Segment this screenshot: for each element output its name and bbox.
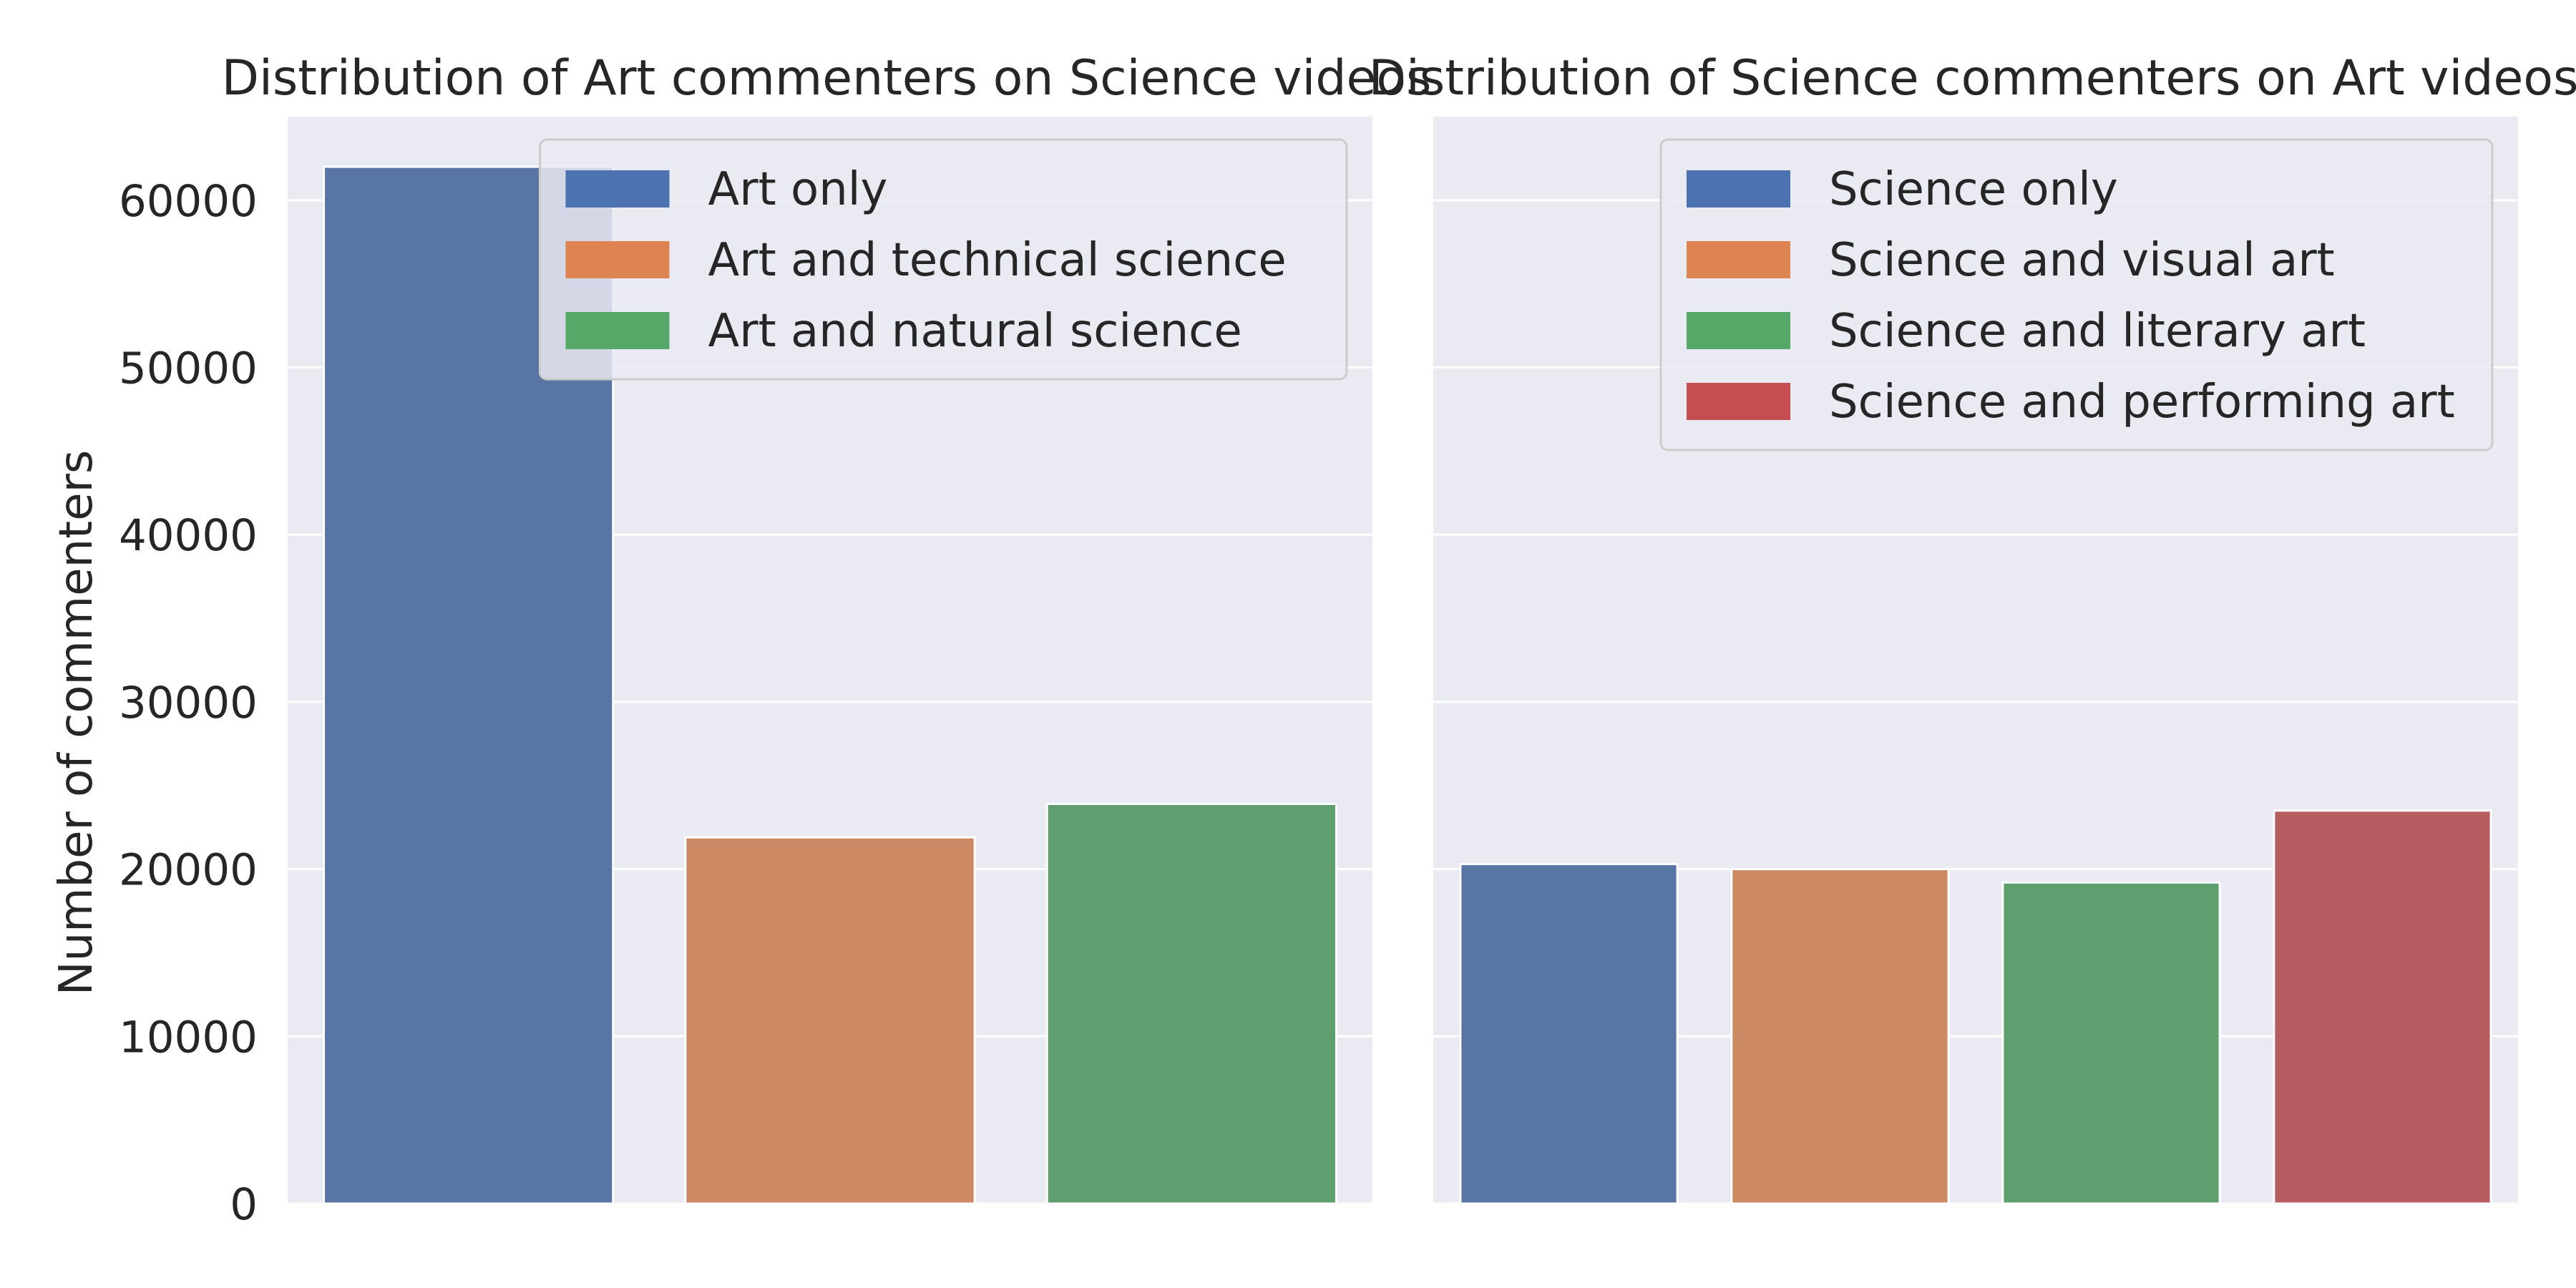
legend-label: Art only — [708, 163, 888, 216]
legend-swatch — [565, 170, 670, 208]
chart-panel-2: Distribution of Science commenters on Ar… — [1369, 50, 2576, 1205]
y-tick-label: 50000 — [119, 343, 258, 394]
legend-label: Science only — [1829, 163, 2118, 216]
legend-swatch — [1687, 170, 1790, 208]
legend-box — [539, 138, 1348, 381]
bar-4 — [2273, 809, 2492, 1205]
legend-box — [1659, 138, 2494, 452]
y-tick-label: 20000 — [119, 845, 258, 896]
legend-label: Science and literary art — [1829, 305, 2366, 358]
bar-3 — [2001, 881, 2221, 1205]
legend-swatch — [1687, 241, 1790, 278]
y-tick-label: 60000 — [119, 176, 258, 227]
legend-label: Art and technical science — [708, 234, 1287, 287]
bar-1 — [1459, 863, 1679, 1205]
legend-swatch — [565, 241, 670, 278]
chart-title: Distribution of Science commenters on Ar… — [1369, 50, 2576, 107]
legend-label: Science and performing art — [1829, 376, 2455, 429]
bar-3 — [1045, 802, 1337, 1205]
chart-title: Distribution of Art commenters on Scienc… — [222, 50, 1432, 107]
legend-label: Art and natural science — [708, 305, 1242, 358]
y-axis-label: Number of commenters — [50, 450, 103, 996]
y-tick-label: 40000 — [119, 510, 258, 561]
legend-swatch — [565, 312, 670, 349]
legend-label: Science and visual art — [1829, 234, 2335, 287]
legend-swatch — [1687, 312, 1790, 349]
y-tick-label: 0 — [230, 1179, 258, 1230]
bar-2 — [684, 836, 976, 1205]
y-tick-label: 10000 — [119, 1012, 258, 1063]
chart-panel-1: 0 10000 20000 30000 40000 50000 60000 Distribut… — [119, 50, 1431, 1230]
bar-2 — [1730, 868, 1950, 1205]
y-tick-label: 30000 — [119, 678, 258, 728]
legend-swatch — [1687, 383, 1790, 420]
